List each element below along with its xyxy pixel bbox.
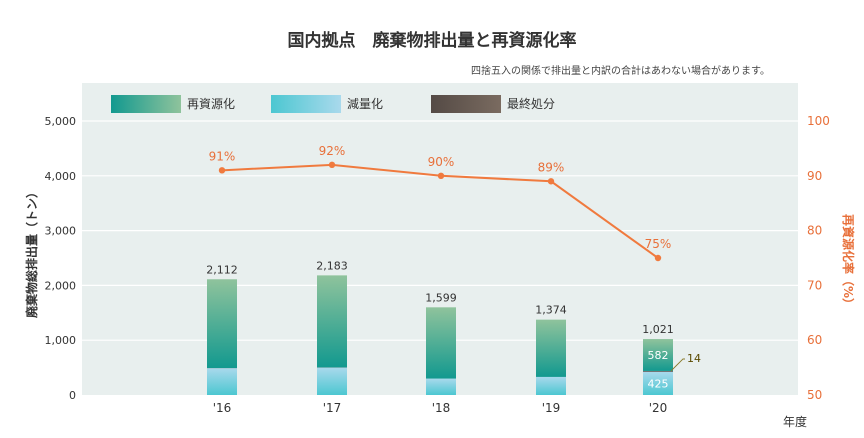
rate-label: 90% [428, 155, 455, 169]
legend-label-final: 最終処分 [507, 96, 555, 111]
rate-point [328, 161, 336, 169]
legend-swatch-final [431, 95, 501, 113]
x-tick-label: '18 [432, 401, 451, 415]
y-left-tick-label: 3,000 [45, 225, 77, 238]
rate-label: 75% [645, 237, 672, 251]
x-axis-ticks: '16 '17 '18 '19 '20 [213, 401, 668, 415]
rate-point [218, 167, 226, 174]
bar-segment-reduce [207, 368, 237, 395]
y-right-tick-label: 90 [807, 169, 822, 183]
legend-label-reduce: 減量化 [347, 96, 383, 111]
x-tick-label: '20 [649, 401, 668, 415]
bar-segment-recycle [207, 279, 237, 369]
bar-total-label: 2,183 [316, 259, 348, 272]
bar-total-labels: 2,112 2,183 1,599 1,374 1,021 [206, 259, 674, 336]
y-axis-left-title: 廃棄物総排出量（トン） [24, 186, 39, 318]
y-axis-right-ticks: 50 60 70 80 90 100 [807, 114, 830, 402]
legend: 再資源化 減量化 最終処分 [111, 95, 555, 113]
bar-segment-reduce [317, 367, 347, 395]
y-right-tick-label: 70 [807, 278, 822, 292]
bar-segment-reduce [426, 378, 456, 395]
y-left-tick-label: 4,000 [45, 170, 77, 183]
y-left-tick-label: 0 [69, 389, 76, 402]
legend-swatch-recycle [111, 95, 181, 113]
bar-segment-recycle [536, 319, 566, 377]
bar-segment-final [643, 370, 673, 372]
y-left-tick-label: 5,000 [45, 115, 77, 128]
x-tick-label: '16 [213, 401, 232, 415]
annotation-label-final: 14 [687, 352, 701, 365]
rate-point [547, 178, 555, 185]
annotation-label-inside: 582 [648, 349, 669, 362]
legend-swatch-reduce [271, 95, 341, 113]
y-axis-right-title: 再資源化率（%） [841, 214, 856, 310]
bar-segment-reduce [536, 376, 566, 395]
annotation-leader-line [670, 358, 685, 372]
rate-line: 91% 92% 90% 89% 75% [209, 144, 672, 262]
x-axis-title: 年度 [783, 414, 807, 429]
x-tick-label: '17 [323, 401, 342, 415]
y-right-tick-label: 80 [807, 224, 822, 238]
rate-point [437, 172, 445, 179]
legend-label-recycle: 再資源化 [187, 97, 235, 111]
bar-segment-recycle [426, 307, 456, 379]
annotations: 582 425 14 [648, 349, 702, 390]
bar-total-label: 1,374 [535, 304, 567, 317]
y-right-tick-label: 100 [807, 114, 830, 128]
y-axis-left-ticks: 0 1,000 2,000 3,000 4,000 5,000 [45, 115, 77, 402]
annotation-label-inside: 425 [648, 377, 669, 390]
bar-segment-recycle [643, 339, 673, 371]
y-left-tick-label: 2,000 [45, 279, 77, 292]
rate-label: 89% [538, 160, 565, 174]
y-right-tick-label: 50 [807, 388, 822, 402]
bar-segment-reduce [643, 371, 673, 395]
bar-total-label: 1,599 [425, 291, 457, 304]
rate-label: 91% [209, 149, 236, 163]
bar-total-label: 1,021 [642, 323, 674, 336]
bar-segment-recycle [317, 275, 347, 368]
y-right-tick-label: 60 [807, 333, 822, 347]
x-tick-label: '19 [542, 401, 561, 415]
rate-label: 92% [319, 144, 346, 158]
rate-point [654, 254, 662, 262]
chart-title: 国内拠点 廃棄物排出量と再資源化率 [288, 30, 577, 51]
chart-note: 四捨五入の関係で排出量と内訳の合計はあわない場合があります。 [471, 64, 770, 77]
y-left-tick-label: 1,000 [45, 334, 77, 347]
bar-total-label: 2,112 [206, 263, 238, 276]
bars [207, 275, 673, 395]
